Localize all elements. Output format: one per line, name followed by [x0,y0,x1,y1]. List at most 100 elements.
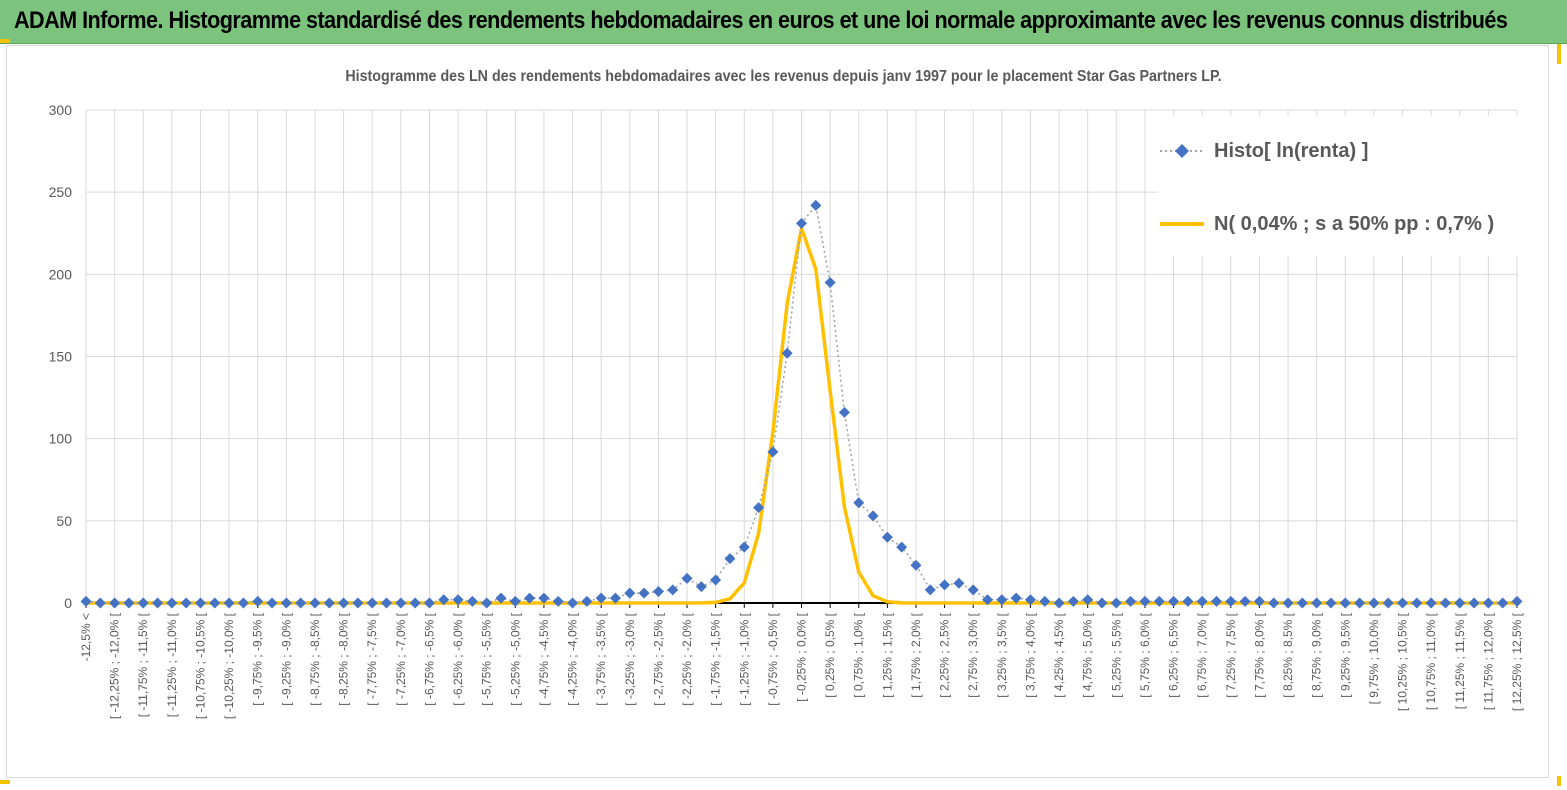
histogram-point [924,584,936,596]
histogram-point [1296,597,1308,609]
x-tick-label: [ 3,25% ; 3,5% [ [995,612,1009,697]
accent-bar-left [0,39,10,43]
histogram-point [1439,597,1451,609]
histogram-point [1067,595,1079,607]
x-tick-label: [ 2,75% ; 3,0% [ [966,612,980,697]
histogram-point [939,579,951,591]
x-tick-label: [ 10,75% ; 11,0% [ [1424,612,1438,710]
x-tick-label: [ -12,25% ; -12,0% [ [108,612,122,719]
x-tick-label: [ -8,75% ; -8,5% [ [308,612,322,705]
x-tick-label: [ -1,25% ; -1,0% [ [737,612,751,705]
histogram-point [509,595,521,607]
accent-bar-bottom-right [1557,776,1561,786]
x-tick-label: [ 11,75% ; 12,0% [ [1481,612,1495,710]
x-tick-label: [ -1,75% ; -1,5% [ [709,612,723,705]
histogram-point [1382,597,1394,609]
histogram-point [738,541,750,553]
x-axis-labels: -12,5% < [ -12,25% ; -12,0% [[ -11,75% ; … [79,612,1524,719]
histogram-point [552,595,564,607]
histogram-point [667,584,679,596]
histogram-point [366,597,378,609]
histogram-point [1053,597,1065,609]
histogram-point [495,592,507,604]
histogram-point [223,597,235,609]
histogram-point [1497,597,1509,609]
x-tick-label: [ 7,75% ; 8,0% [ [1252,612,1266,697]
histogram-point [1311,597,1323,609]
histogram-point [1282,597,1294,609]
histogram-point [982,594,994,606]
histogram-point [194,597,206,609]
histogram-point [524,592,536,604]
histogram-point [1039,595,1051,607]
histogram-point [1253,595,1265,607]
x-tick-label: [ -6,75% ; -6,5% [ [422,612,436,705]
x-tick-label: [ -4,25% ; -4,0% [ [566,612,580,705]
x-tick-label: [ -3,25% ; -3,0% [ [623,612,637,705]
x-tick-label: [ 3,75% ; 4,0% [ [1023,612,1037,697]
histogram-point [1110,597,1122,609]
x-tick-label: [ 4,75% ; 5,0% [ [1081,612,1095,697]
histogram-point [581,595,593,607]
x-tick-label: [ -5,25% ; -5,0% [ [508,612,522,705]
histogram-point [638,587,650,599]
x-tick-label: [ 0,25% ; 0,5% [ [823,612,837,697]
x-tick-label: [ -10,75% ; -10,5% [ [193,612,207,719]
histogram-point [1168,595,1180,607]
histogram-point [595,592,607,604]
histogram-point [881,531,893,543]
histogram-point [209,597,221,609]
histogram-point [80,595,92,607]
histogram-point [352,597,364,609]
series-histogram [80,199,1523,609]
histogram-point [1096,597,1108,609]
histogram-point [1182,595,1194,607]
histogram-point [796,217,807,229]
x-tick-label: [ 10,25% ; 10,5% [ [1396,612,1410,711]
histogram-point [824,277,836,289]
histogram-point [652,585,664,597]
histogram-point [681,572,693,584]
histogram-point [953,577,965,589]
histogram-point [123,597,135,609]
y-tick-label: 150 [49,349,73,365]
x-tick-label: [ 5,75% ; 6,0% [ [1138,612,1152,697]
x-tick-label: [ -2,75% ; -2,5% [ [651,612,665,705]
x-tick-label: [ -0,25% ; 0,0% [ [795,612,809,701]
histogram-point [710,574,722,586]
x-tick-label: [ 9,75% ; 10,0% [ [1367,612,1381,704]
x-tick-label: [ -11,75% ; -11,5% [ [136,612,150,717]
legend-item-normal: N( 0,04% ; s a 50% pp : 0,7% ) [1158,209,1494,239]
histogram-point [481,597,493,609]
x-tick-label: [ 1,75% ; 2,0% [ [909,612,923,697]
x-tick-label: [ -7,75% ; -7,5% [ [365,612,379,705]
histogram-point [967,584,979,596]
x-tick-label: [ 2,25% ; 2,5% [ [938,612,952,697]
x-tick-label: [ 7,25% ; 7,5% [ [1224,612,1238,697]
histogram-point [395,597,407,609]
histogram-point [180,597,192,609]
x-tick-label: [ -10,25% ; -10,0% [ [222,612,236,719]
histogram-point [438,594,450,606]
histogram-point [237,597,249,609]
x-tick-label: [ 6,75% ; 7,0% [ [1195,612,1209,697]
histogram-point [1339,597,1351,609]
x-tick-label: [ -2,25% ; -2,0% [ [680,612,694,705]
accent-bar-right [1557,44,1561,64]
histogram-point [767,446,779,458]
x-tick-label: [ -8,25% ; -8,0% [ [337,612,351,705]
histogram-point [1153,595,1165,607]
histogram-point [1268,597,1280,609]
y-tick-label: 50 [56,513,72,529]
legend: Histo[ ln(renta) ] N( 0,04% ; s a 50% pp… [1158,116,1518,256]
histogram-point [338,597,350,609]
histogram-point [1368,597,1380,609]
histogram-point [1425,597,1437,609]
histogram-point [1511,595,1523,607]
x-tick-label: [ 4,25% ; 4,5% [ [1052,612,1066,697]
legend-label-normal: N( 0,04% ; s a 50% pp : 0,7% ) [1214,212,1495,235]
histogram-point [1239,595,1251,607]
histogram-point [1454,597,1466,609]
x-tick-label: [ -9,75% ; -9,5% [ [251,612,265,705]
